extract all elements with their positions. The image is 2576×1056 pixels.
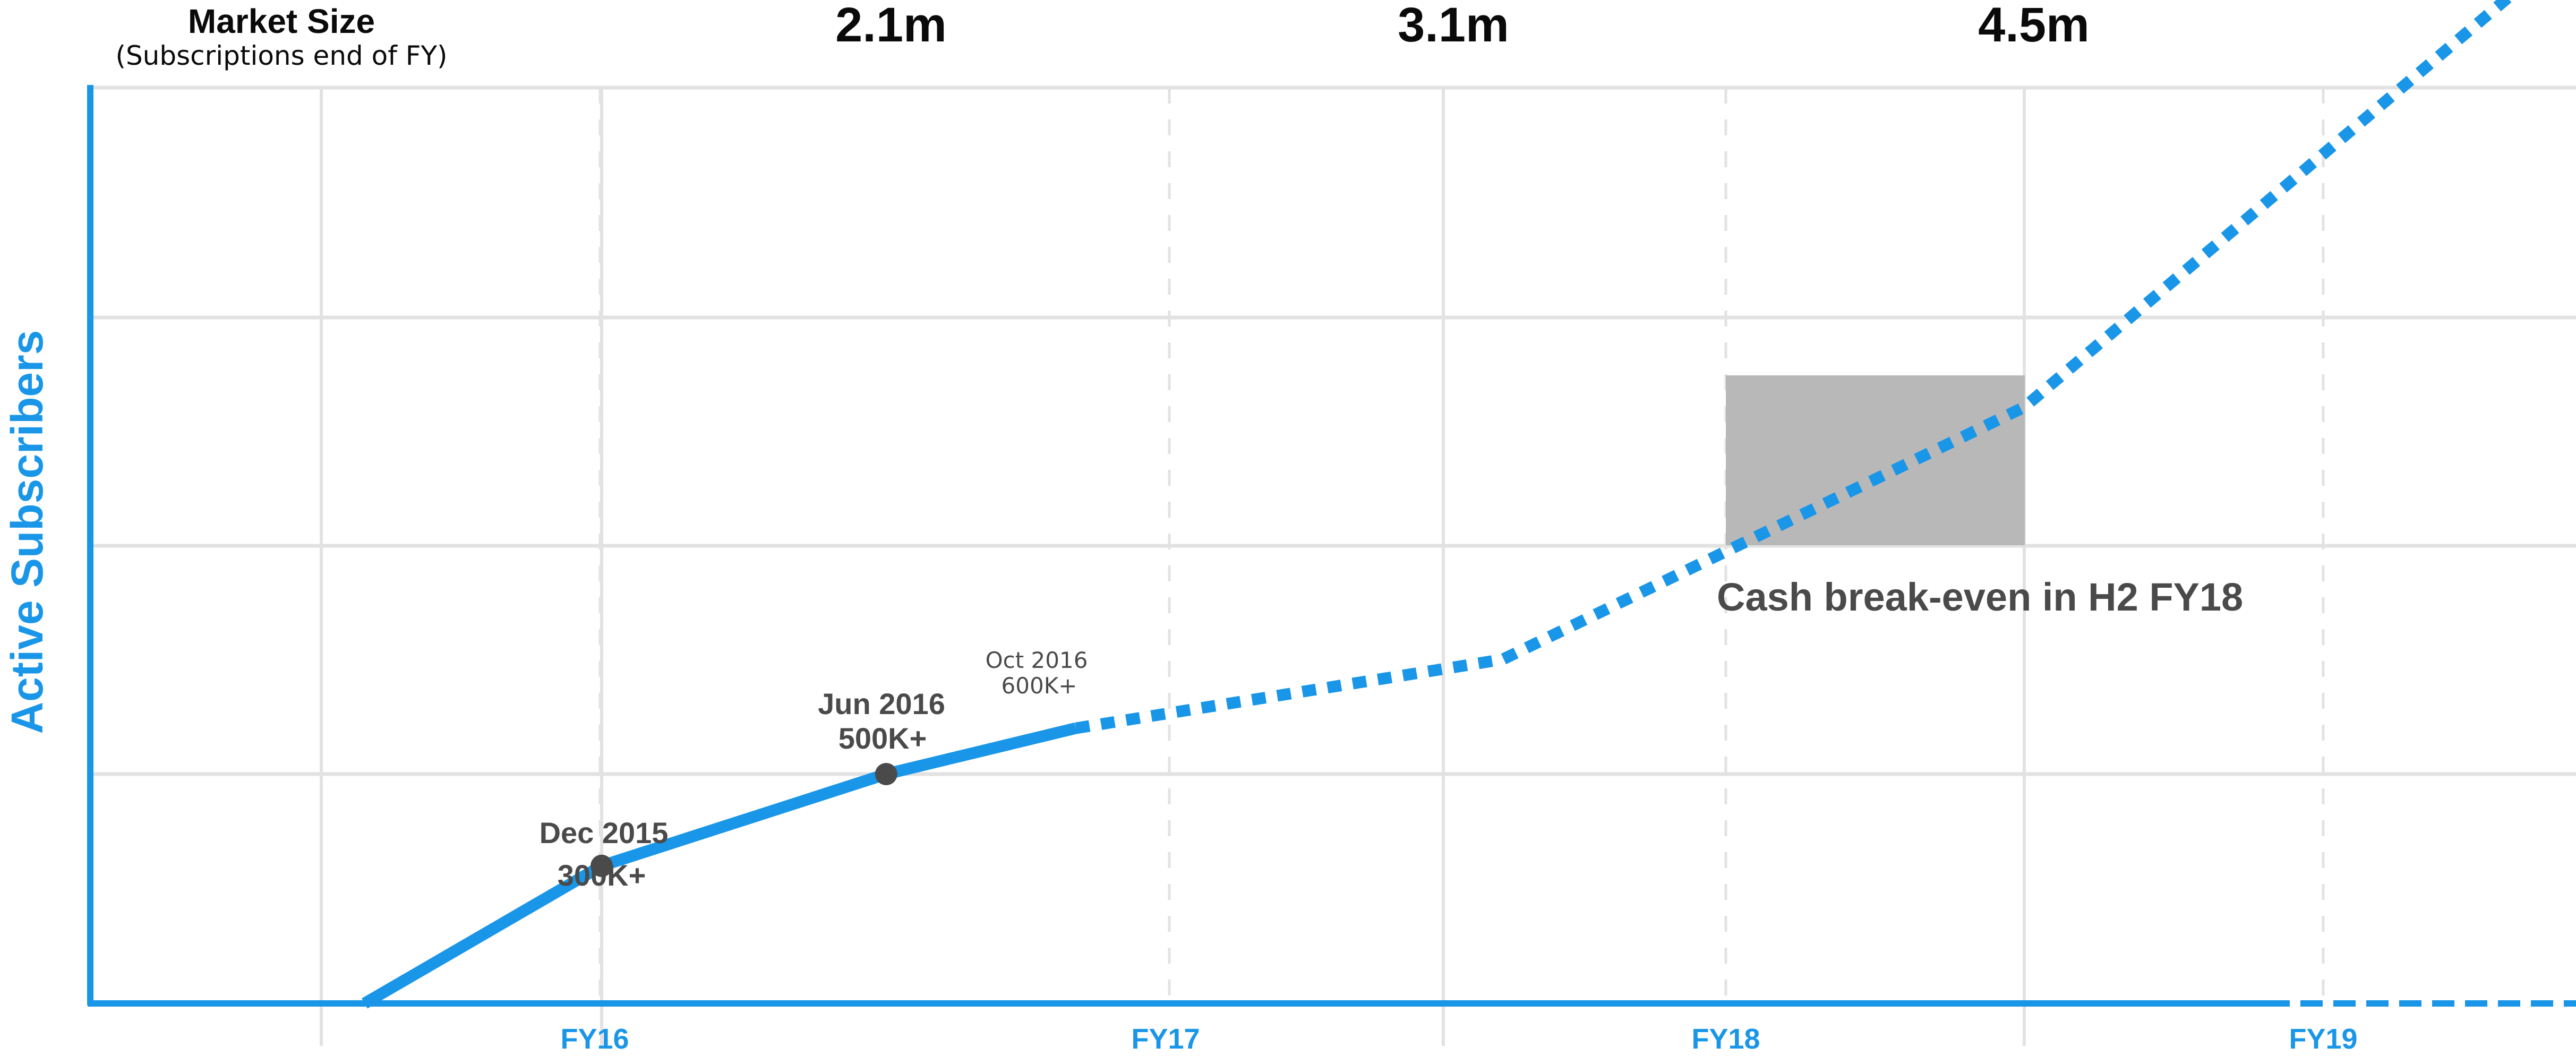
data-point-jun-2016 bbox=[875, 763, 897, 785]
data-point-dec-2015 bbox=[590, 854, 613, 877]
annotation-value: 600K+ bbox=[1002, 673, 1077, 699]
annotation-date: Dec 2015 bbox=[540, 816, 669, 849]
series-actual-line bbox=[361, 722, 1077, 1009]
break-even-label: Cash break-even in H2 FY18 bbox=[1717, 575, 2243, 619]
market-size-value: 4.5m bbox=[1978, 0, 2090, 52]
market-size-title: Market Size bbox=[188, 2, 375, 40]
annotation-date: Oct 2016 bbox=[986, 647, 1088, 673]
annotation-value: 500K+ bbox=[838, 722, 927, 755]
y-axis-label: Active Subscribers bbox=[2, 330, 52, 734]
x-tick-label: FY18 bbox=[1691, 1023, 1760, 1055]
annotation-value: 300K+ bbox=[558, 858, 646, 892]
x-tick-label: FY17 bbox=[1131, 1023, 1200, 1055]
annotation-date: Jun 2016 bbox=[818, 687, 945, 720]
market-size-subtitle: (Subscriptions end of FY) bbox=[115, 40, 447, 71]
series-forecast-line bbox=[1075, 0, 2514, 734]
break-even-box bbox=[1726, 375, 2025, 545]
market-size-value: 2.1m bbox=[835, 0, 947, 52]
x-tick-label: FY19 bbox=[2289, 1023, 2357, 1055]
market-size-value: 3.1m bbox=[1398, 0, 1509, 52]
grid bbox=[90, 85, 2576, 1046]
x-tick-label: FY16 bbox=[560, 1023, 629, 1055]
